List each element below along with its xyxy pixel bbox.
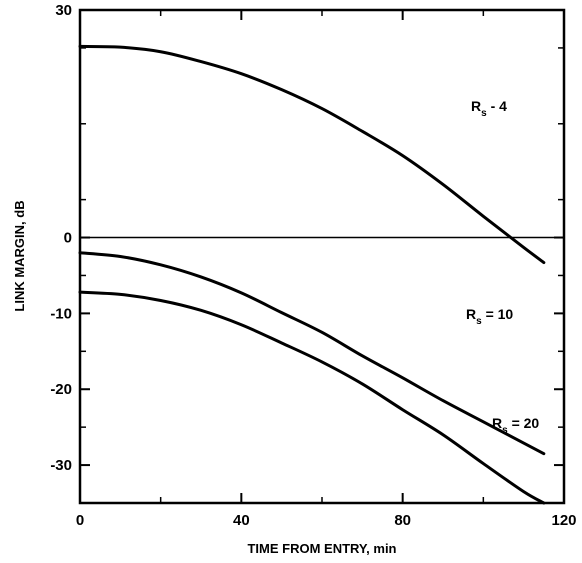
series-lines <box>78 44 546 505</box>
series-label-2: Rs = 10 <box>466 306 513 327</box>
y-tick-label: -30 <box>50 457 72 474</box>
series-label-3: Rs = 20 <box>492 415 539 436</box>
axis-tick-labels: 0 40 80 120 30 0 -10 -20 -30 <box>50 2 576 529</box>
x-axis-label: TIME FROM ENTRY, min <box>247 541 396 556</box>
y-tick-label: -10 <box>50 305 72 322</box>
series-line-2 <box>78 251 546 456</box>
y-tick-label: 30 <box>55 2 72 19</box>
y-axis-label: LINK MARGIN, dB <box>12 200 27 311</box>
x-tick-label: 0 <box>76 512 84 529</box>
x-tick-label: 80 <box>394 512 411 529</box>
y-tick-label: 0 <box>64 230 72 247</box>
series-labels: Rs - 4 Rs = 10 Rs = 20 <box>466 98 539 436</box>
series-line-3 <box>78 290 546 505</box>
series-line-1 <box>78 44 546 265</box>
y-tick-label: -20 <box>50 381 72 398</box>
series-label-1: Rs - 4 <box>471 98 507 119</box>
x-tick-label: 40 <box>233 512 250 529</box>
x-tick-label: 120 <box>551 512 576 529</box>
